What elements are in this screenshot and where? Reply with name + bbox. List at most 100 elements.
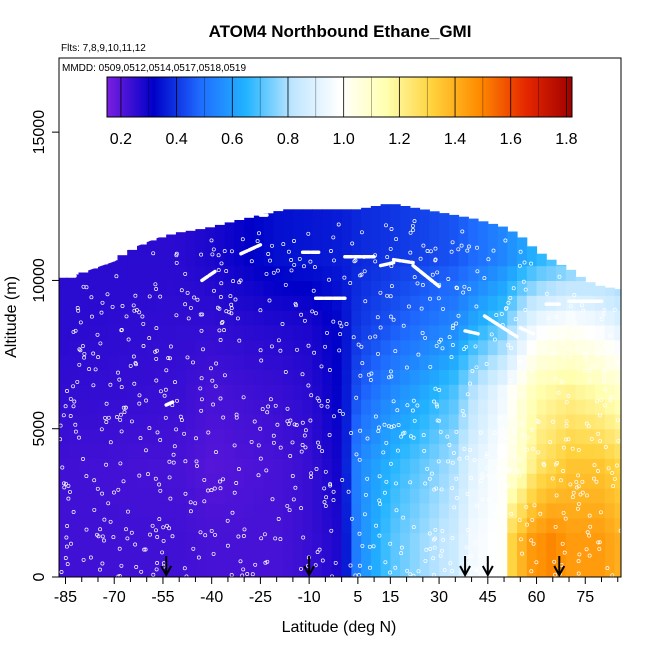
- sample-marker: [163, 387, 168, 392]
- sample-marker: [320, 449, 325, 454]
- sample-marker: [155, 535, 160, 539]
- sample-marker: [312, 350, 317, 355]
- heat-cell: [585, 324, 596, 341]
- heat-cell: [117, 369, 128, 385]
- heat-cell: [273, 339, 284, 356]
- heat-cell: [175, 235, 187, 252]
- heat-cell: [253, 384, 265, 400]
- heat-cell: [59, 339, 70, 356]
- heat-cell: [604, 369, 616, 385]
- heat-cell: [380, 221, 391, 237]
- heat-cell: [273, 428, 284, 445]
- sample-marker: [604, 367, 609, 372]
- heat-cell: [546, 384, 557, 400]
- sample-marker: [564, 423, 569, 428]
- flight-track: [118, 228, 175, 253]
- heat-cell: [68, 354, 79, 370]
- heat-cell: [98, 502, 109, 519]
- heat-cell: [78, 272, 89, 282]
- heat-cell: [419, 310, 430, 326]
- sample-marker: [472, 458, 477, 463]
- heat-cell: [536, 562, 547, 577]
- sample-marker: [141, 344, 146, 348]
- heat-cell: [98, 473, 109, 489]
- sample-marker: [178, 414, 183, 419]
- heat-cell: [429, 488, 440, 504]
- heat-cell: [575, 310, 586, 326]
- heat-cell: [127, 354, 138, 370]
- heat-cell: [331, 547, 343, 563]
- sample-marker: [531, 541, 536, 546]
- heat-cell: [517, 488, 528, 504]
- heat-cell: [526, 369, 538, 385]
- heat-cell: [68, 428, 79, 445]
- sample-marker: [438, 553, 443, 558]
- heat-cell: [517, 517, 528, 534]
- heat-cell: [156, 250, 167, 267]
- heat-cell: [322, 517, 333, 534]
- heat-cell: [302, 265, 313, 281]
- heat-cell: [575, 532, 586, 548]
- sample-marker: [64, 544, 69, 549]
- heat-cell: [361, 547, 372, 563]
- sample-marker: [378, 325, 383, 330]
- heat-cell: [224, 502, 235, 519]
- sample-marker: [267, 298, 272, 303]
- heat-cell: [565, 399, 577, 415]
- sample-marker: [278, 348, 283, 353]
- heat-cell: [585, 458, 596, 474]
- sample-marker: [249, 259, 254, 264]
- heat-cell: [59, 532, 70, 548]
- heat-cell: [536, 265, 547, 281]
- heat-cell: [351, 502, 362, 519]
- heat-cell: [156, 443, 167, 459]
- heat-cell: [146, 413, 157, 430]
- heat-cell: [253, 473, 265, 489]
- heat-cell: [390, 517, 401, 534]
- sample-marker: [446, 459, 451, 464]
- sample-marker: [65, 389, 69, 393]
- sample-marker: [608, 333, 612, 338]
- sample-marker: [357, 563, 362, 568]
- sample-marker: [306, 343, 311, 348]
- heat-cell: [419, 354, 430, 370]
- heat-cell: [195, 399, 206, 415]
- heat-cell: [185, 458, 196, 474]
- heat-cell: [458, 295, 469, 311]
- heat-cell: [244, 502, 255, 519]
- heat-cell: [312, 265, 323, 281]
- heat-cell: [468, 428, 479, 445]
- x-tick-label: -10: [298, 589, 321, 606]
- heat-cell: [478, 532, 489, 548]
- heat-cell: [341, 354, 352, 370]
- sample-marker: [412, 219, 417, 224]
- sample-marker: [368, 378, 373, 382]
- heat-cell: [400, 413, 411, 430]
- colorbar-tick-label: 0.2: [110, 131, 132, 148]
- heat-cell: [575, 354, 586, 370]
- sample-marker: [484, 362, 489, 367]
- heat-cell: [575, 473, 586, 489]
- sample-marker: [278, 537, 283, 542]
- sample-marker: [560, 330, 565, 335]
- heat-cell: [224, 413, 235, 430]
- heat-cell: [205, 443, 216, 459]
- heat-cell: [439, 339, 450, 356]
- heat-cell: [292, 221, 304, 237]
- heat-cell: [127, 265, 138, 281]
- heat-cell: [283, 413, 294, 430]
- sample-marker: [73, 422, 78, 427]
- heat-cell: [614, 413, 621, 430]
- sample-marker: [294, 423, 299, 427]
- sample-marker: [158, 294, 163, 299]
- heat-cell: [263, 235, 274, 252]
- sample-marker: [572, 339, 577, 344]
- flight-track: [164, 400, 175, 407]
- sample-marker: [75, 306, 80, 310]
- sample-marker: [602, 307, 607, 312]
- sample-marker: [563, 516, 568, 521]
- heat-cell: [565, 354, 577, 370]
- heat-cell: [614, 310, 621, 326]
- heat-cell: [390, 295, 401, 311]
- heat-cell: [292, 443, 304, 459]
